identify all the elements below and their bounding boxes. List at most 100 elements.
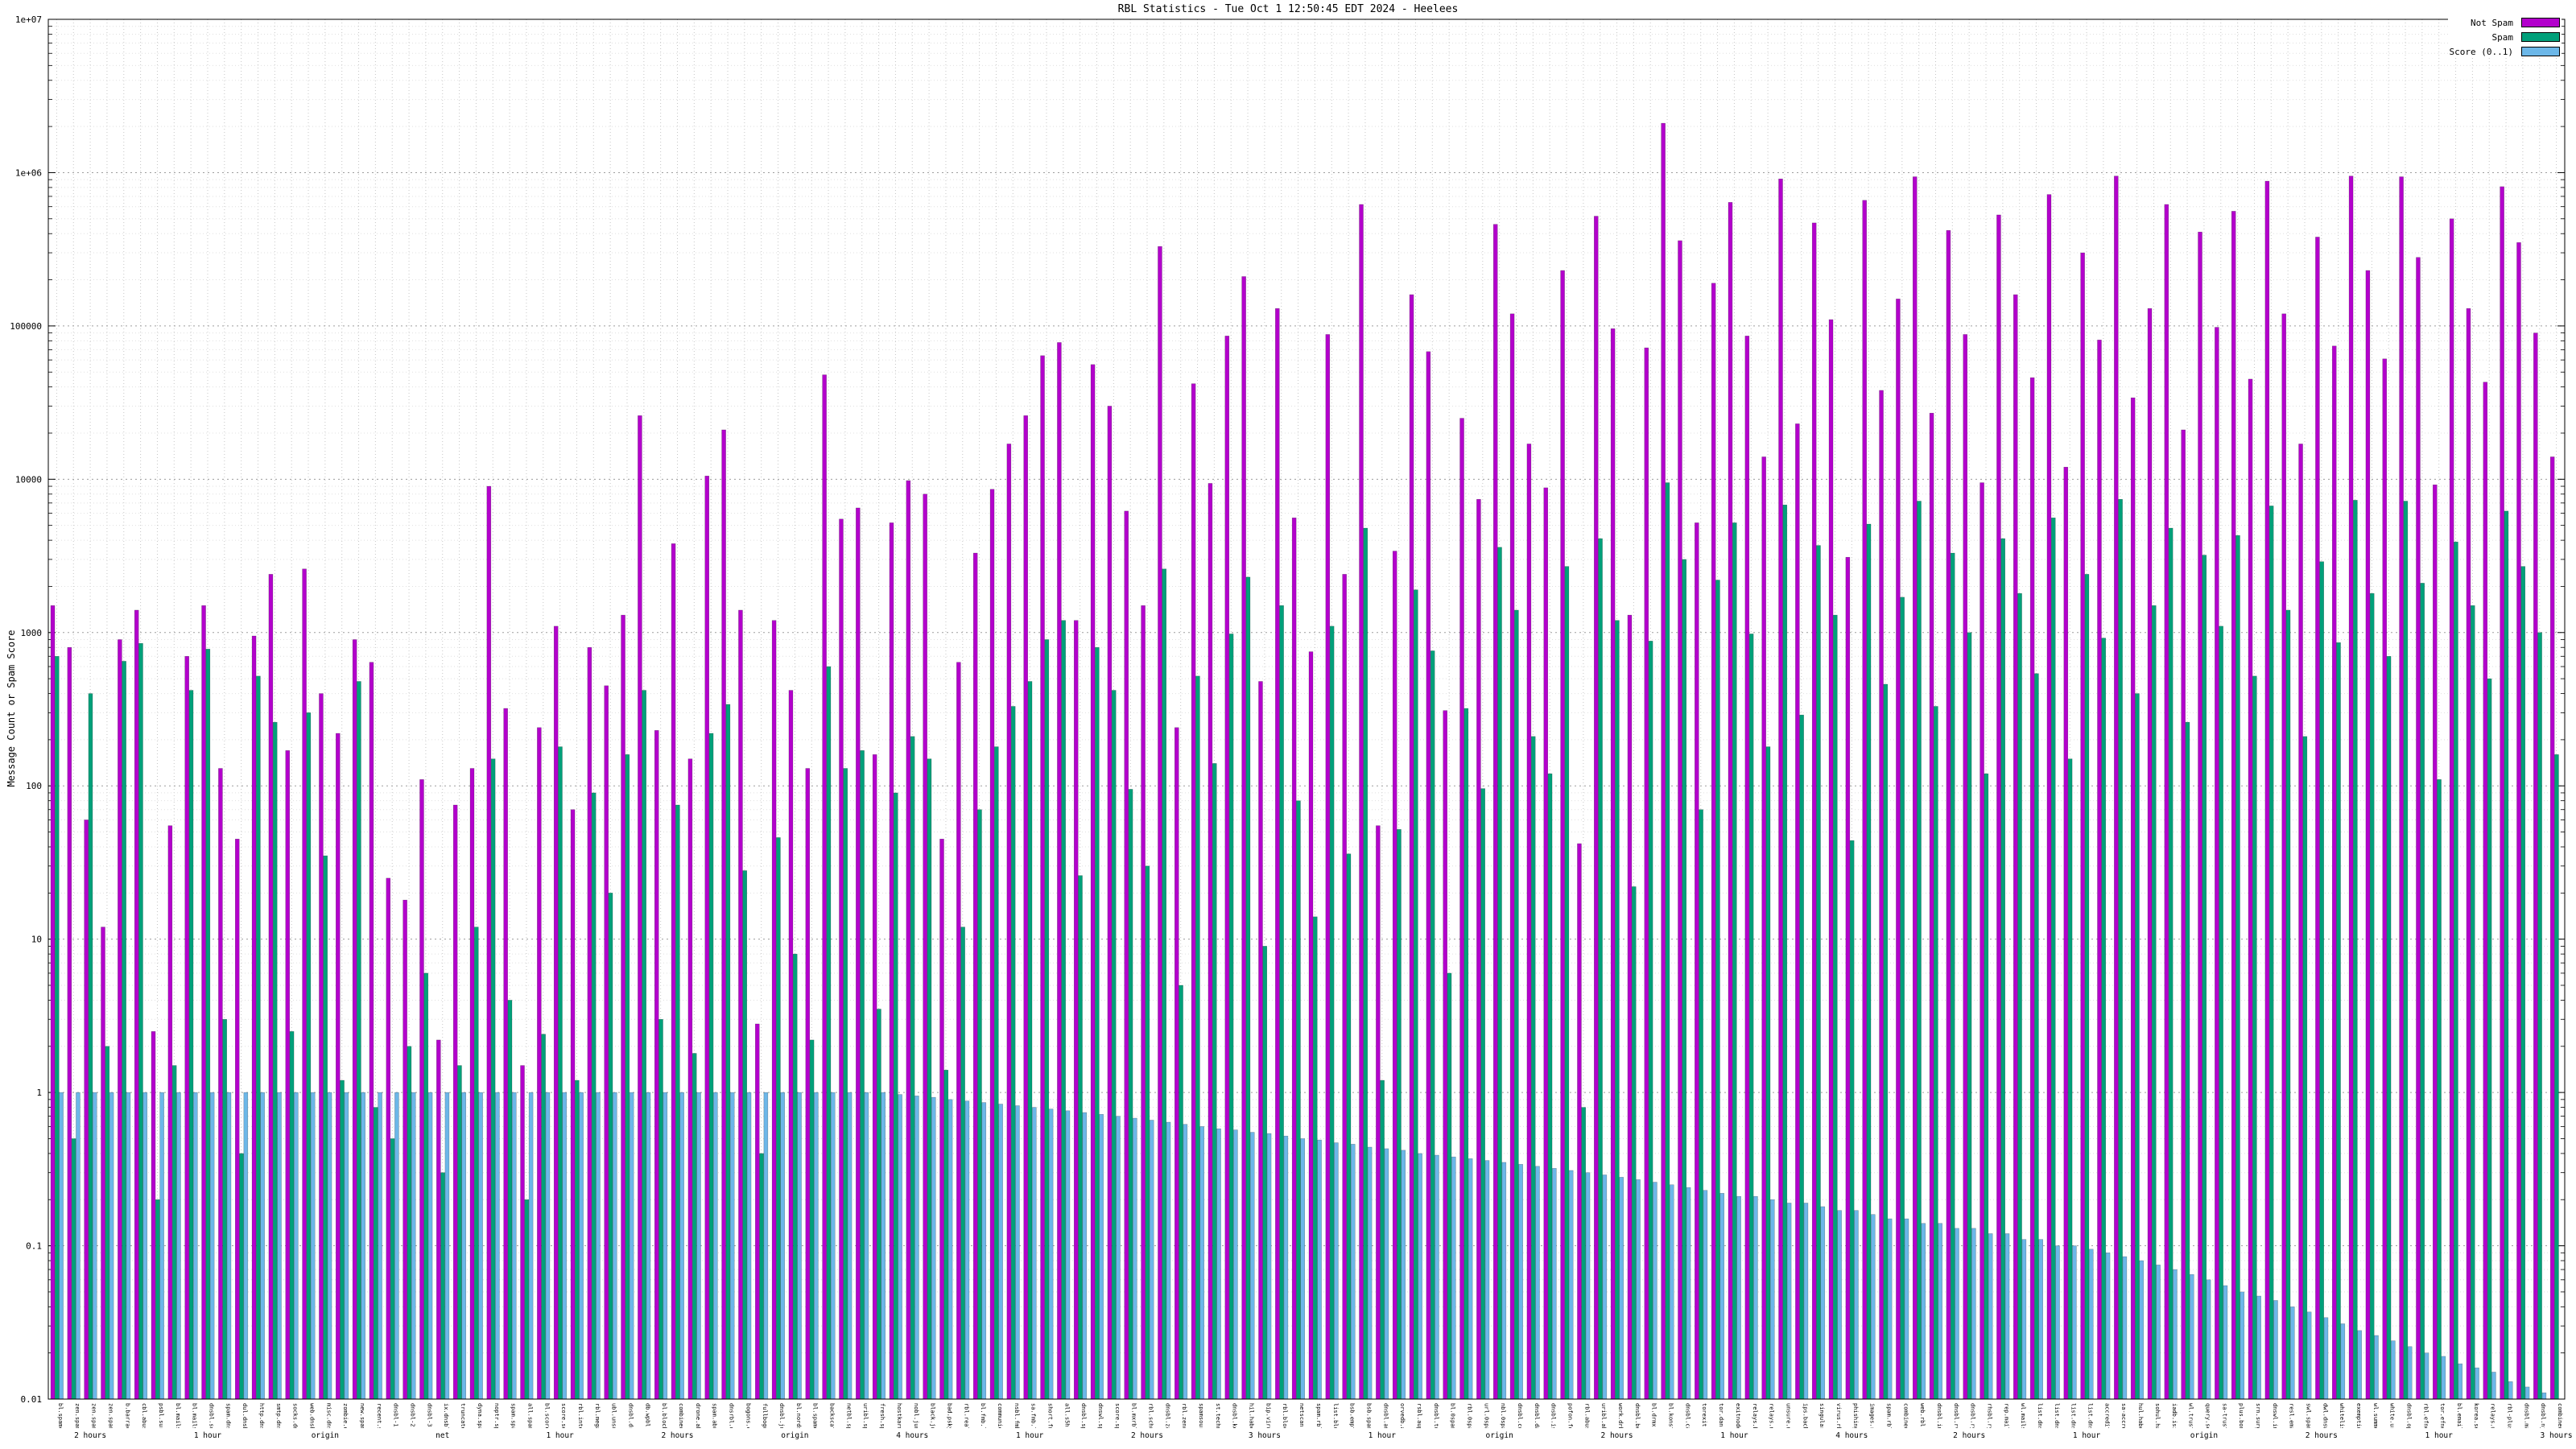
- bar-spam: [1816, 545, 1821, 1400]
- bar-spam: [1061, 620, 1066, 1400]
- bar-score: [1032, 1107, 1037, 1400]
- bar-spam: [1195, 675, 1200, 1400]
- x-tick-label: zombie.dnsbl.sorbs.net: [342, 1403, 349, 1449]
- bar-not-spam: [1929, 412, 1934, 1400]
- bar-score: [1938, 1223, 1942, 1400]
- x-tick-label: virus.rbl.msrbl.net: [1835, 1403, 1842, 1449]
- x-tick-label: dnsbl.beetjevreemd.nl: [1634, 1403, 1641, 1449]
- bar-spam: [357, 681, 361, 1400]
- x-tick-label: cbl.abuseat.org: [141, 1403, 147, 1449]
- bar-spam: [440, 1172, 445, 1400]
- x-tick-label: uribl.spameatingmonkey.net: [862, 1403, 869, 1449]
- x-tick-label: dnsbl-2.uceprotect.net: [410, 1403, 416, 1449]
- bar-score: [545, 1092, 551, 1400]
- bars-layer: [50, 122, 2559, 1400]
- x-tick-label: all.s5h.net: [1063, 1403, 1070, 1440]
- bar-score: [277, 1092, 282, 1400]
- bar-score: [1585, 1172, 1591, 1400]
- x-tick-label: tor.efnet.org: [2439, 1403, 2446, 1447]
- bar-not-spam: [469, 768, 475, 1400]
- bar-spam: [1346, 853, 1352, 1400]
- bar-not-spam: [1946, 229, 1951, 1400]
- bar-not-spam: [118, 639, 122, 1400]
- x-tick-label: bl.blocklist.de: [661, 1403, 667, 1449]
- bar-score: [1786, 1203, 1792, 1400]
- bar-not-spam: [1141, 605, 1146, 1400]
- bar-not-spam: [336, 733, 341, 1400]
- bar-not-spam: [972, 552, 978, 1400]
- bar-score: [2190, 1274, 2194, 1400]
- bar-spam: [860, 750, 865, 1400]
- bar-score: [1501, 1162, 1507, 1400]
- bar-not-spam: [1291, 518, 1297, 1400]
- bar-not-spam: [1560, 270, 1565, 1400]
- x-tick-label: communicado.fmb.la: [997, 1403, 1003, 1449]
- x-tick-label: swl.spamhaus.org: [2305, 1403, 2311, 1449]
- bar-not-spam: [1744, 336, 1750, 1400]
- x-tick-label: bl.konstant.no: [1668, 1403, 1674, 1449]
- x-tick-label: hostkarma.junkemailfilter.com: [896, 1403, 902, 1449]
- x-tick-label: sa-trusted.bondedsender.org: [2221, 1403, 2227, 1449]
- x-tick-label: dnsbl.rymsho.ru: [1970, 1403, 1976, 1449]
- bar-not-spam: [1627, 614, 1633, 1400]
- bar-spam: [222, 1019, 227, 1400]
- x-tick-label: bip.virusfree.cz: [1265, 1403, 1271, 1449]
- x-tick-label: rbl.interserver.net: [577, 1403, 584, 1449]
- bar-spam: [2285, 609, 2291, 1400]
- x-sublabel: 3 hours: [2541, 1431, 2573, 1440]
- bar-not-spam: [1476, 498, 1481, 1400]
- bar-not-spam: [771, 620, 777, 1400]
- bar-spam: [1564, 566, 1570, 1400]
- x-tick-label: spam.spamrats.com: [510, 1403, 517, 1449]
- bar-score: [881, 1092, 886, 1400]
- x-tick-label: dnsbl.darklist.de: [1534, 1403, 1540, 1449]
- x-tick-label: dnsbl.tornevall.org: [1433, 1403, 1439, 1449]
- bar-score: [327, 1092, 332, 1400]
- bar-score: [2441, 1356, 2446, 1400]
- bar-not-spam: [1073, 620, 1079, 1400]
- bar-not-spam: [704, 476, 710, 1400]
- bar-not-spam: [2080, 252, 2085, 1400]
- bar-not-spam: [151, 1031, 156, 1400]
- bar-not-spam: [1996, 214, 2001, 1400]
- bar-score: [1367, 1146, 1373, 1400]
- bar-score: [2541, 1392, 2547, 1400]
- bar-score: [142, 1092, 148, 1400]
- y-tick-label: 100: [26, 781, 42, 791]
- x-tick-label: bl.emailbasura.org: [2456, 1403, 2462, 1449]
- x-tick-label: zen.spamhaus.org PBL: [107, 1403, 114, 1449]
- x-tick-label: bogons.cymru.com: [745, 1403, 751, 1449]
- bar-spam: [776, 837, 781, 1400]
- bar-spam: [1095, 646, 1100, 1400]
- x-tick-label: score.senderscore.com: [560, 1403, 567, 1449]
- bar-score: [914, 1096, 919, 1400]
- x-tick-label: iadb.isipp.com: [2171, 1403, 2178, 1449]
- bar-score: [1183, 1124, 1188, 1400]
- bar-score: [2374, 1335, 2379, 1400]
- x-tick-label: rbl.realtimeblacklist.com: [963, 1403, 969, 1449]
- bar-spam: [759, 1153, 764, 1400]
- bar-spam: [55, 656, 60, 1400]
- bar-score: [478, 1092, 483, 1400]
- x-tick-label: sa.fmb.la: [1030, 1403, 1037, 1434]
- bar-spam: [1078, 875, 1083, 1400]
- bar-score: [947, 1099, 953, 1400]
- x-tick-label: resl.emailreg.org: [2289, 1403, 2295, 1449]
- bar-score: [847, 1092, 852, 1400]
- bar-spam: [2353, 500, 2358, 1400]
- bar-not-spam: [1409, 294, 1414, 1400]
- x-sublabel: 1 hour: [194, 1431, 222, 1440]
- bar-spam: [894, 792, 898, 1400]
- bar-score: [562, 1092, 568, 1400]
- bar-score: [495, 1092, 500, 1400]
- x-tick-label: rbl.efnetrbl.org: [2422, 1403, 2429, 1449]
- bar-not-spam: [1158, 246, 1162, 1400]
- bar-not-spam: [2516, 242, 2521, 1400]
- bar-score: [1535, 1166, 1540, 1400]
- bar-not-spam: [1325, 334, 1331, 1400]
- x-tick-label: singular.ttk.pte.hu: [1818, 1403, 1825, 1449]
- x-sublabel: 2 hours: [1953, 1431, 1985, 1440]
- bar-not-spam: [167, 825, 173, 1400]
- x-tick-label: http.dnsbl.sorbs.net: [258, 1403, 265, 1449]
- bar-score: [579, 1092, 584, 1400]
